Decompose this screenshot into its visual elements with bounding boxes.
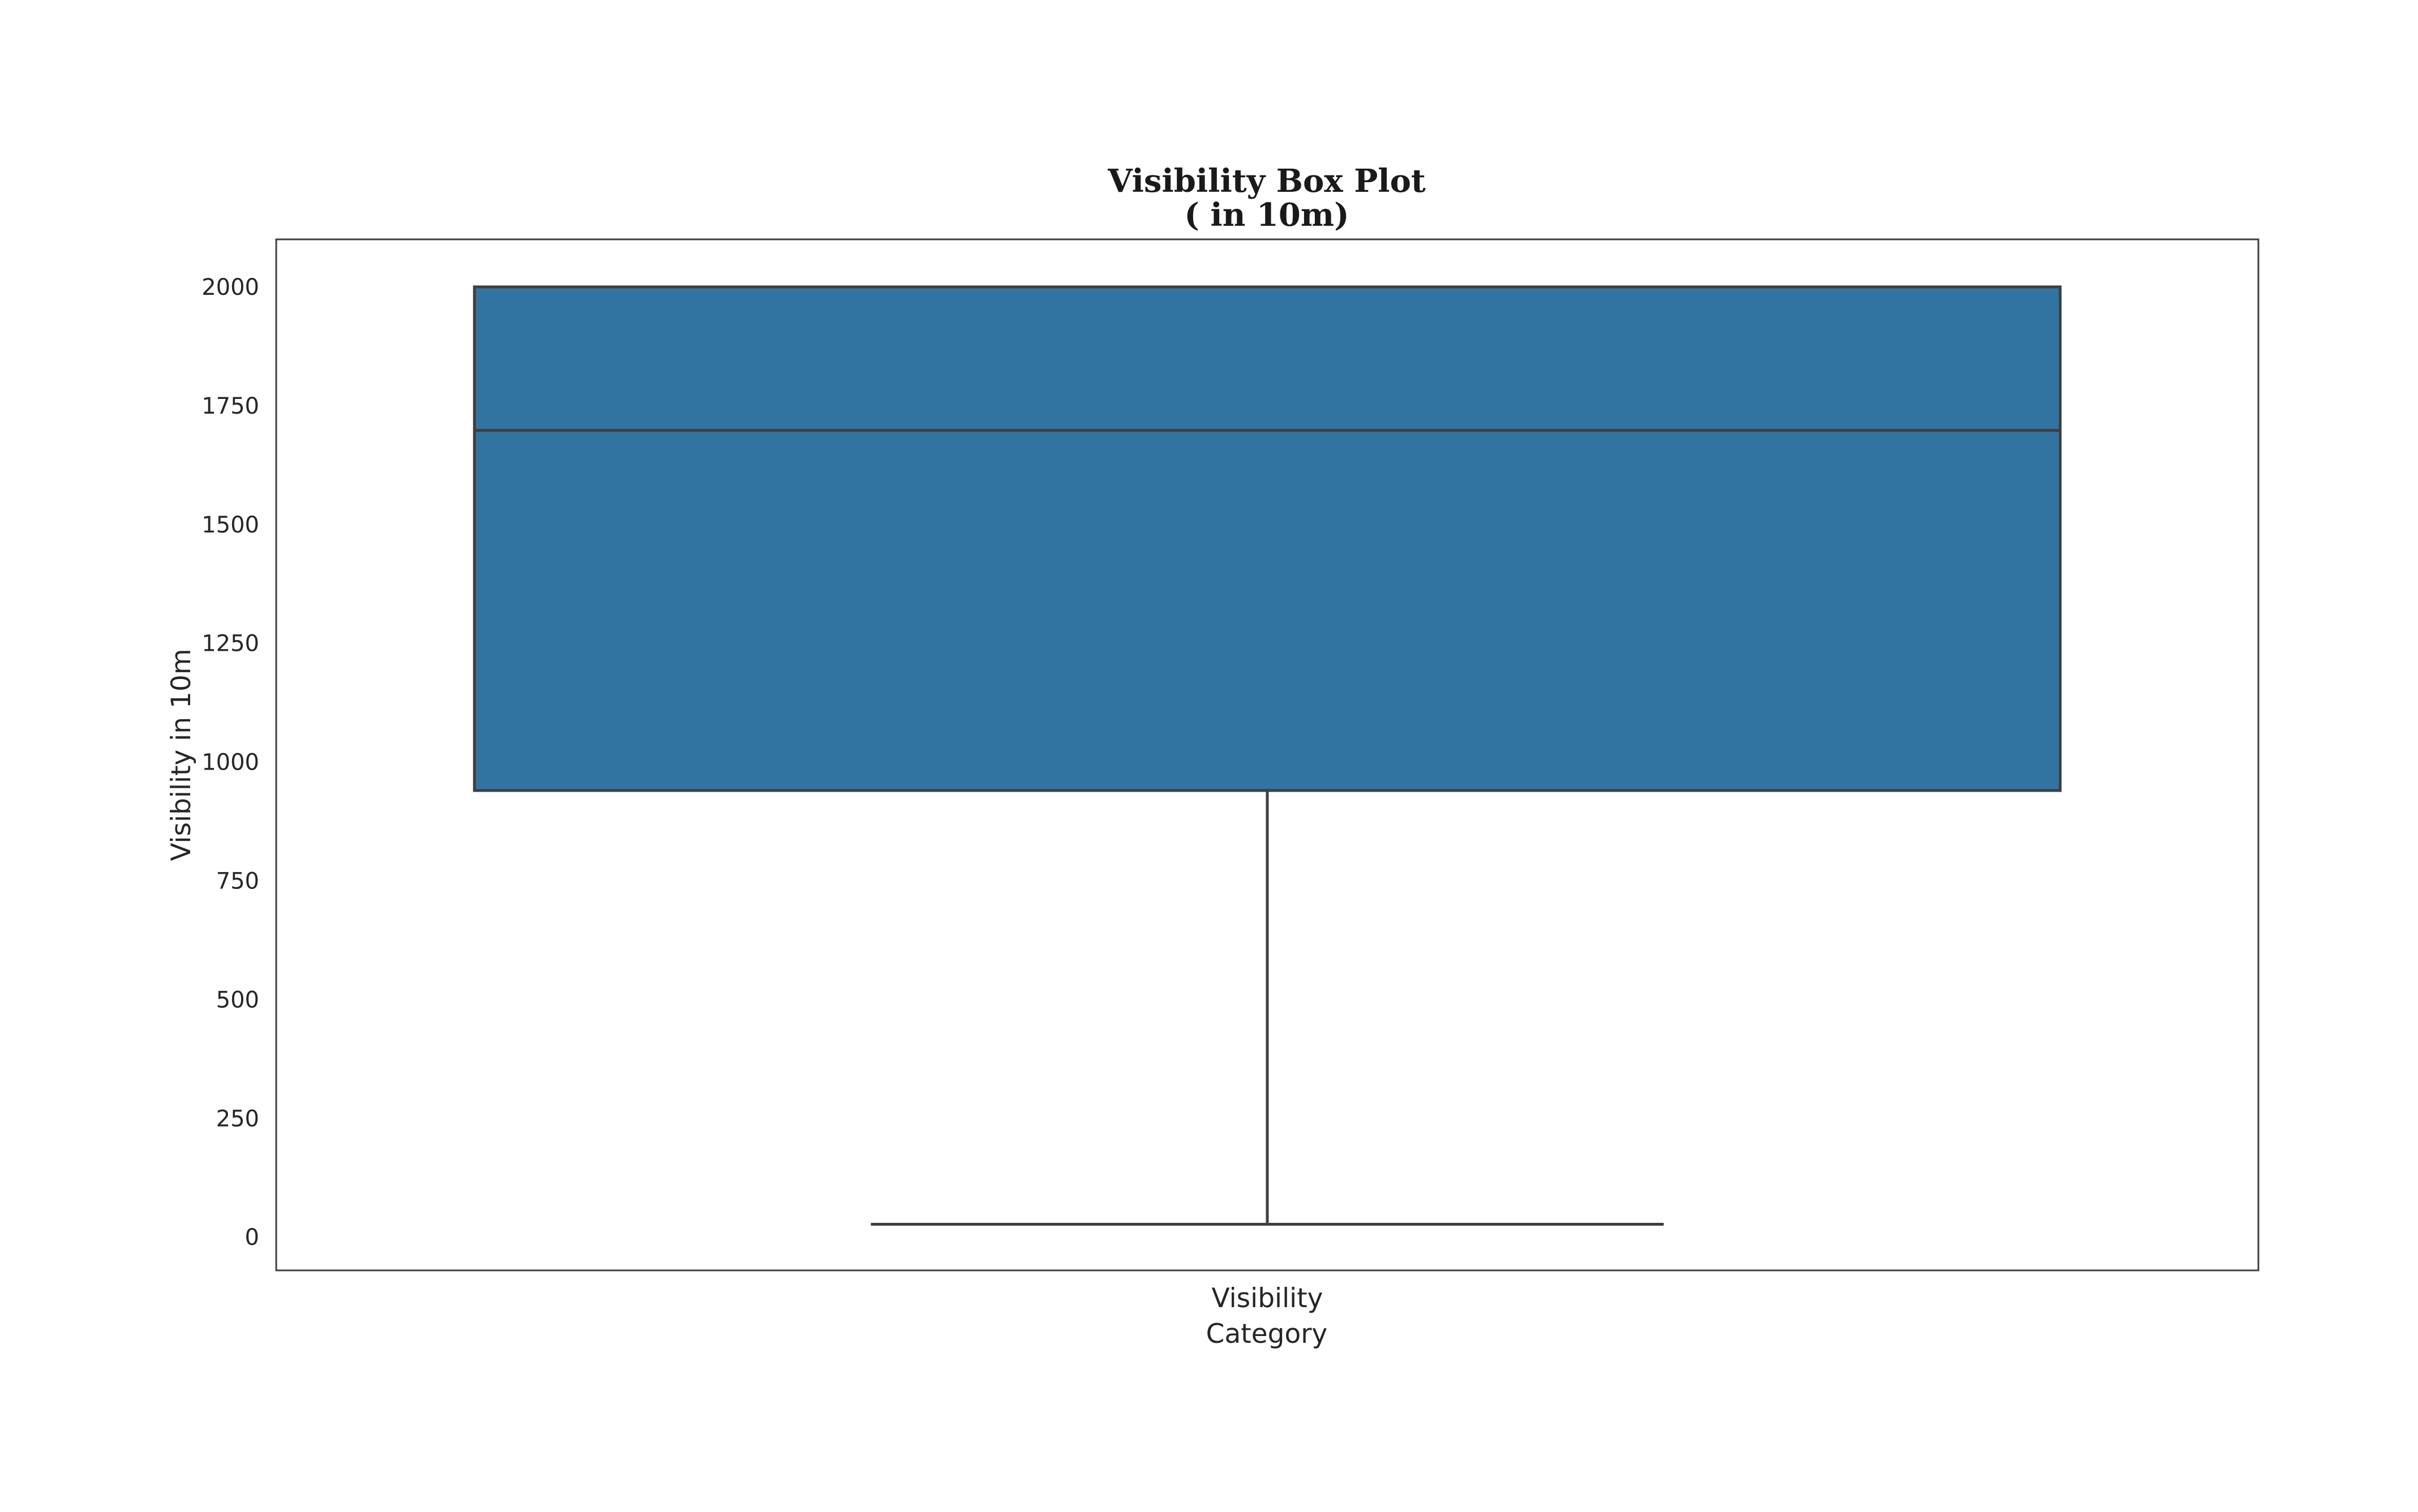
y-tick-label: 750 [216,869,259,895]
y-tick-label: 1000 [202,750,259,776]
y-axis-label: Visibility in 10m [166,648,197,861]
x-axis-label: Category [1206,1318,1328,1350]
x-tick-labels: Visibility [1212,1283,1323,1314]
chart-title-line-1: Visibility Box Plot [1107,162,1426,200]
y-tick-label: 2000 [202,274,259,300]
plot-frame [275,238,2260,1272]
y-tick-label: 500 [216,987,259,1013]
x-tick-label: Visibility [1212,1283,1323,1314]
y-tick-label: 1250 [202,631,259,657]
y-tick-label: 1500 [202,512,259,538]
box-plot-marks [473,285,2062,1226]
y-tick-label: 0 [245,1225,259,1251]
y-tick-label: 250 [216,1106,259,1132]
iqr-box [473,285,2062,792]
chart-title-line-2: ( in 10m) [1184,196,1349,234]
y-tick-label: 1750 [202,393,259,419]
y-tick-labels: 0 250 500 750 1000 1250 1500 1750 2000 [202,274,259,1251]
